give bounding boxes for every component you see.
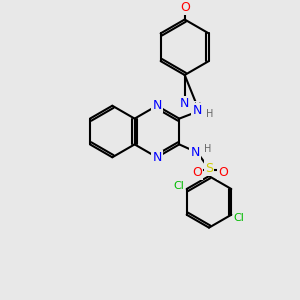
Text: H: H	[194, 102, 201, 112]
Text: O: O	[192, 166, 202, 178]
Text: O: O	[218, 166, 228, 178]
Text: Cl: Cl	[234, 213, 245, 223]
Text: N: N	[180, 97, 189, 110]
Text: H: H	[206, 109, 213, 119]
Text: H: H	[204, 144, 212, 154]
Text: N: N	[190, 146, 200, 159]
Text: N: N	[152, 151, 162, 164]
Text: N: N	[192, 104, 202, 117]
Text: Cl: Cl	[173, 181, 184, 191]
Text: N: N	[152, 99, 162, 112]
Text: S: S	[205, 162, 213, 175]
Text: O: O	[180, 1, 190, 14]
